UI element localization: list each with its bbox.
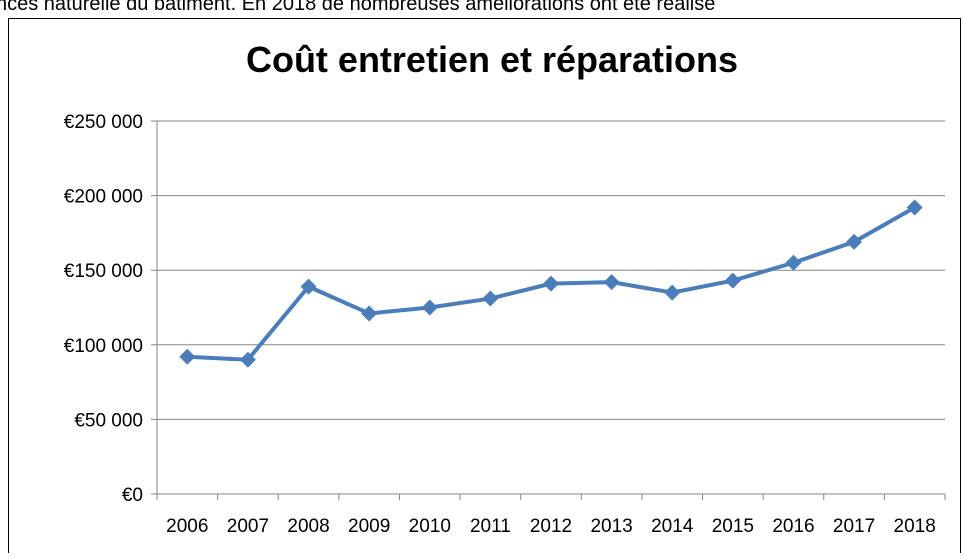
marker (361, 305, 378, 322)
marker (300, 278, 317, 295)
x-tick-label: 2013 (590, 516, 632, 537)
x-tick-label: 2006 (166, 516, 208, 537)
page-text: nces naturelle du bâtiment. En 2018 de n… (0, 0, 715, 15)
x-tick-label: 2015 (712, 516, 754, 537)
x-tick-label: 2008 (287, 516, 329, 537)
x-tick-label: 2010 (409, 516, 451, 537)
marker (664, 284, 681, 301)
marker (603, 274, 620, 291)
marker (846, 233, 863, 250)
y-tick-label: €250 000 (64, 112, 143, 133)
marker (239, 351, 256, 368)
marker (543, 275, 559, 292)
y-tick-label: €200 000 (64, 187, 143, 208)
y-tick-label: €0 (122, 485, 143, 506)
x-tick-label: 2012 (530, 516, 572, 537)
x-tick-label: 2009 (348, 516, 390, 537)
y-tick-label: €50 000 (74, 410, 143, 431)
marker (785, 254, 802, 271)
x-tick-label: 2011 (470, 516, 511, 537)
x-tick-label: 2018 (894, 516, 936, 537)
marker (724, 272, 741, 289)
x-tick-label: 2007 (227, 516, 269, 537)
marker (482, 290, 499, 307)
y-tick-label: €100 000 (64, 336, 143, 357)
marker (906, 199, 923, 216)
marker (421, 299, 438, 316)
x-tick-label: 2016 (772, 516, 814, 537)
chart-frame (8, 18, 961, 558)
x-tick-label: 2017 (833, 516, 875, 537)
x-tick-label: 2014 (651, 516, 694, 537)
chart-title: Coût entretien et réparations (246, 39, 738, 80)
y-tick-label: €150 000 (64, 261, 143, 282)
marker (179, 348, 196, 365)
